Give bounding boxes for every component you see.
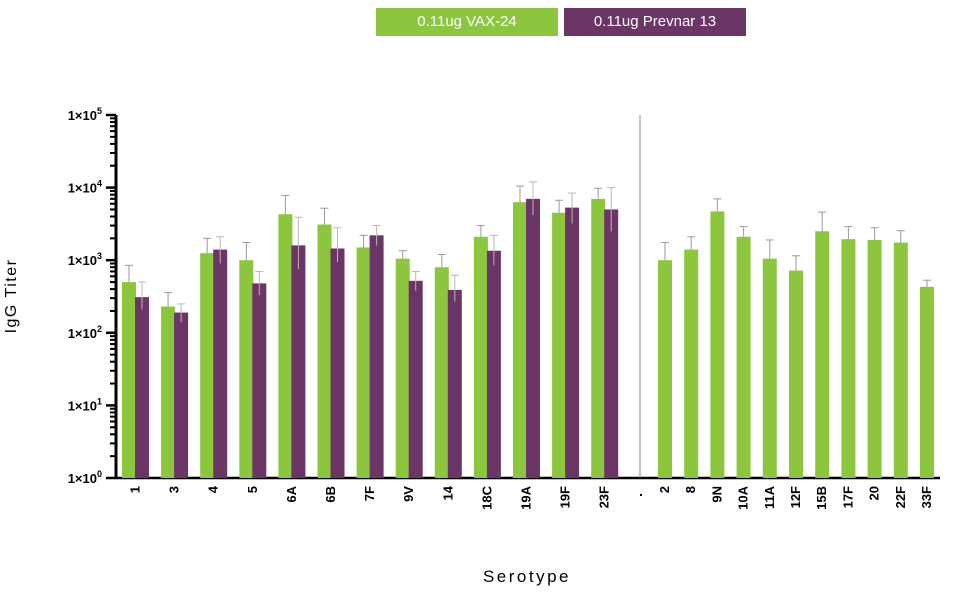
separator-label: . xyxy=(639,483,643,499)
legend-item-prevnar13: 0.11ug Prevnar 13 xyxy=(564,8,746,36)
bar-prevnar13 xyxy=(447,289,462,478)
bar-vax24 xyxy=(513,202,527,478)
bar-vax24 xyxy=(841,239,856,478)
bar-vax24 xyxy=(200,253,215,478)
x-tick-label: 3 xyxy=(167,486,182,493)
bars xyxy=(122,198,934,479)
bar-prevnar13 xyxy=(408,280,423,478)
bar-vax24 xyxy=(920,286,934,478)
bar-vax24 xyxy=(317,224,332,478)
bar-vax24 xyxy=(815,231,830,478)
bar-prevnar13 xyxy=(486,250,501,478)
bar-vax24 xyxy=(473,236,488,478)
x-tick-label: 20 xyxy=(867,486,882,500)
bar-prevnar13 xyxy=(565,207,580,479)
y-axis-label: IgG Titer xyxy=(3,259,20,334)
y-tick-label: 1×105 xyxy=(68,106,102,123)
x-tick-label: 2 xyxy=(657,486,672,493)
bar-vax24 xyxy=(789,270,803,478)
labels: 1×100 1×101 1×102 1×103 1×104 1×105 1 3 4 5 6A 6B 7F… xyxy=(68,106,934,510)
x-tick-label: 23F xyxy=(597,486,612,508)
bar-vax24 xyxy=(684,249,699,478)
bar-prevnar13 xyxy=(604,209,619,478)
x-tick-label: 1 xyxy=(128,486,143,493)
bar-vax24 xyxy=(658,260,672,478)
bar-vax24 xyxy=(591,198,606,478)
x-tick-label: 5 xyxy=(245,486,260,493)
x-tick-label: 9V xyxy=(401,486,416,502)
bar-vax24 xyxy=(867,239,882,478)
bar-vax24 xyxy=(122,282,136,478)
bar-vax24 xyxy=(356,247,371,478)
legend: 0.11ug VAX-24 0.11ug Prevnar 13 xyxy=(376,8,746,36)
x-tick-label: 7F xyxy=(362,486,377,501)
y-tick-label: 1×101 xyxy=(68,396,102,413)
bar-prevnar13 xyxy=(174,312,189,478)
bar-prevnar13 xyxy=(252,283,267,478)
bar-prevnar13 xyxy=(291,245,306,478)
y-tick-label: 1×102 xyxy=(68,324,102,341)
bar-vax24 xyxy=(552,212,567,478)
bar-prevnar13 xyxy=(135,297,149,478)
x-tick-label: 10A xyxy=(736,485,751,509)
x-tick-label: 8 xyxy=(683,486,698,493)
y-tick-label: 1×104 xyxy=(68,179,102,196)
x-tick-label: 4 xyxy=(206,485,221,493)
x-tick-label: 19F xyxy=(558,486,573,508)
x-axis-label: Serotype xyxy=(483,567,571,586)
bar-prevnar13 xyxy=(369,235,384,478)
x-tick-label: 15B xyxy=(814,486,829,510)
x-tick-label: 11A xyxy=(762,485,777,509)
bar-vax24 xyxy=(762,258,777,478)
x-tick-label: 22F xyxy=(893,486,908,508)
x-tick-label: 6B xyxy=(323,486,338,503)
x-tick-label: 9N xyxy=(709,486,724,503)
bar-vax24 xyxy=(161,306,176,478)
x-tick-label: 6A xyxy=(284,485,299,502)
bar-vax24 xyxy=(434,267,449,478)
x-tick-label: 33F xyxy=(919,486,934,508)
x-tick-label: 18C xyxy=(479,485,494,509)
bar-vax24 xyxy=(893,242,908,478)
bar-prevnar13 xyxy=(213,249,228,478)
x-tick-label: 12F xyxy=(788,486,803,508)
error-bars xyxy=(125,181,931,323)
y-tick-label: 1×103 xyxy=(68,251,102,268)
x-tick-label: 19A xyxy=(519,485,534,509)
x-tick-label: 17F xyxy=(840,486,855,508)
bar-vax24 xyxy=(239,260,254,478)
legend-item-vax24: 0.11ug VAX-24 xyxy=(376,8,558,36)
bar-vax24 xyxy=(278,214,293,478)
bar-vax24 xyxy=(736,236,751,478)
bar-vax24 xyxy=(395,258,410,478)
bar-prevnar13 xyxy=(330,248,345,478)
x-tick-label: 14 xyxy=(440,485,455,500)
bar-prevnar13 xyxy=(526,198,540,478)
y-tick-label: 1×100 xyxy=(68,469,102,486)
bar-vax24 xyxy=(710,211,725,478)
